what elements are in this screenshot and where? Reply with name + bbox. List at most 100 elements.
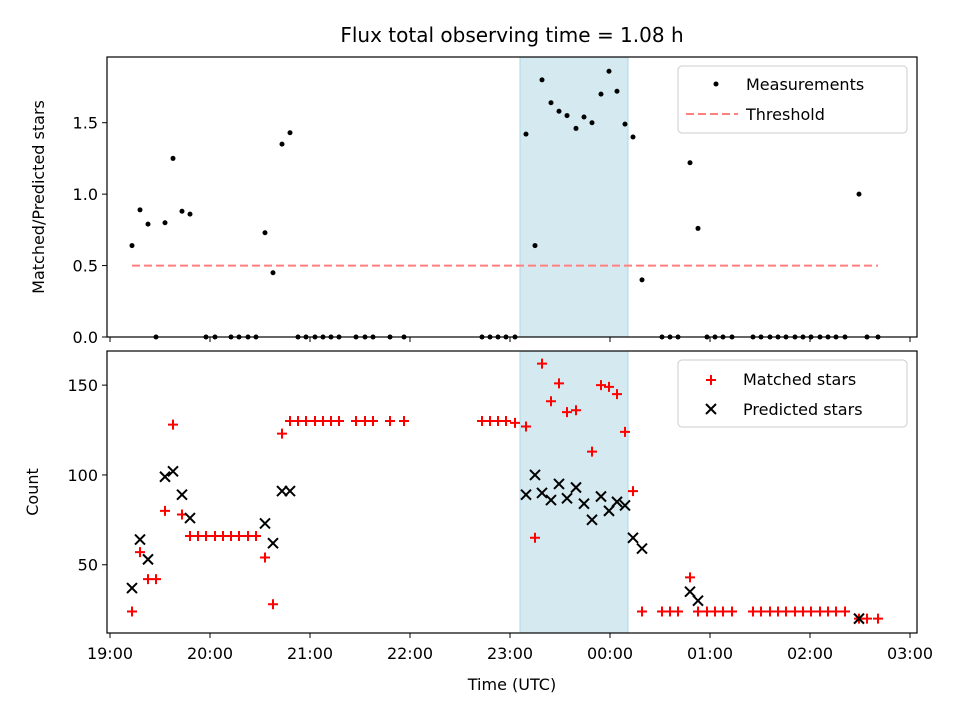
- bottom-shaded-span: [520, 351, 628, 633]
- measurement-point: [523, 131, 529, 137]
- matched-star-point: [537, 358, 547, 369]
- measurement-point: [687, 160, 693, 166]
- legend-matched-swatch: [706, 375, 716, 385]
- matched-star-point: [201, 531, 211, 542]
- y-tick-label: 0.5: [73, 257, 98, 276]
- matched-star-point: [756, 606, 766, 617]
- x-axis-label: Time (UTC): [467, 675, 556, 694]
- matched-star-point: [277, 428, 287, 439]
- predicted-star-point: [570, 481, 582, 494]
- predicted-star-point: [619, 499, 631, 512]
- measurement-point: [598, 91, 604, 97]
- predicted-star-point: [636, 542, 648, 555]
- matched-star-point: [368, 416, 378, 427]
- legend-measurements-swatch: [713, 81, 719, 87]
- matched-star-point: [385, 416, 395, 427]
- matched-star-point: [571, 405, 581, 416]
- top-legend: Measurements Threshold: [677, 65, 908, 134]
- x-tick-label: 19:00: [87, 644, 133, 663]
- matched-star-point: [685, 572, 695, 583]
- measurement-point: [614, 88, 620, 94]
- bottom-marks: [126, 358, 883, 625]
- x-tick-label: 22:00: [387, 644, 433, 663]
- measurement-point: [179, 208, 185, 214]
- top-y-ticks: 0.0 0.5 1.0 1.5: [73, 114, 107, 347]
- matched-star-point: [628, 486, 638, 497]
- matched-star-point: [604, 381, 614, 392]
- measurement-point: [145, 221, 151, 227]
- bottom-legend-frame: [677, 359, 908, 428]
- matched-star-point: [334, 416, 344, 427]
- predicted-star-point: [595, 490, 607, 503]
- matched-star-point: [831, 606, 841, 617]
- predicted-star-point: [603, 505, 615, 517]
- top-x-ticks: [109, 337, 911, 342]
- matched-star-point: [562, 407, 572, 418]
- measurement-point: [639, 277, 645, 283]
- bottom-legend: Matched stars Predicted stars: [677, 359, 908, 428]
- matched-star-point: [151, 574, 161, 585]
- measurement-point: [630, 134, 636, 140]
- predicted-star-point: [586, 514, 598, 526]
- matched-star-point: [673, 606, 683, 617]
- x-tick-label: 02:00: [787, 644, 833, 663]
- bottom-panel: 50 100 150 19:00 20:00 21:00 22:00 23:00 00:00 0…: [23, 350, 933, 694]
- predicted-star-point: [611, 496, 623, 508]
- matched-star-point: [781, 606, 791, 617]
- bottom-x-ticks: 19:00 20:00 21:00 22:00 23:00 00:00 01:00 02:00…: [87, 633, 933, 663]
- predicted-star-point: [553, 478, 565, 490]
- measurement-point: [695, 225, 701, 231]
- top-axes-frame: [106, 56, 918, 338]
- matched-star-point: [399, 416, 409, 427]
- matched-star-point: [160, 505, 170, 516]
- matched-star-point: [693, 606, 703, 617]
- matched-star-point: [234, 531, 244, 542]
- measurement-point: [137, 207, 143, 213]
- matched-star-point: [301, 416, 311, 427]
- measurement-point: [606, 68, 612, 74]
- predicted-star-point: [684, 585, 696, 598]
- measurement-point: [162, 220, 168, 226]
- measurement-point: [556, 108, 562, 114]
- top-shaded-span: [520, 57, 628, 337]
- matched-star-point: [587, 446, 597, 457]
- predicted-star-point: [134, 533, 146, 546]
- legend-threshold-label: Threshold: [745, 105, 825, 124]
- matched-star-point: [351, 416, 361, 427]
- measurement-point: [539, 77, 545, 83]
- chart-title: Flux total observing time = 1.08 h: [340, 23, 683, 47]
- measurement-point: [532, 243, 538, 249]
- predicted-star-point: [561, 492, 573, 504]
- measurement-point: [270, 270, 276, 276]
- matched-star-point: [168, 419, 178, 430]
- measurement-point: [548, 100, 554, 106]
- measurement-point: [589, 120, 595, 126]
- predicted-star-point: [578, 497, 590, 510]
- matched-star-point: [806, 606, 816, 617]
- predicted-star-point: [520, 488, 532, 501]
- predicted-star-point: [284, 485, 296, 497]
- matched-star-point: [260, 552, 270, 563]
- x-tick-label: 23:00: [487, 644, 533, 663]
- predicted-star-point: [536, 487, 548, 499]
- matched-star-point: [612, 389, 622, 400]
- predicted-star-point: [126, 582, 138, 594]
- bottom-y-axis-label: Count: [23, 468, 42, 516]
- measurement-point: [622, 121, 628, 127]
- measurement-point: [170, 155, 176, 161]
- matched-star-point: [268, 599, 278, 610]
- measurement-point: [187, 211, 193, 217]
- predicted-star-point: [545, 494, 557, 506]
- predicted-star-point: [267, 537, 279, 549]
- bottom-axes-frame: [106, 350, 918, 634]
- y-tick-label: 1.0: [73, 185, 98, 204]
- measurement-point: [856, 191, 862, 197]
- bottom-y-ticks: 50 100 150: [67, 376, 107, 575]
- matched-star-point: [510, 417, 520, 428]
- matched-star-point: [127, 606, 137, 617]
- x-tick-label: 01:00: [687, 644, 733, 663]
- matched-star-point: [840, 606, 850, 617]
- matched-star-point: [637, 606, 647, 617]
- matched-star-point: [521, 421, 531, 432]
